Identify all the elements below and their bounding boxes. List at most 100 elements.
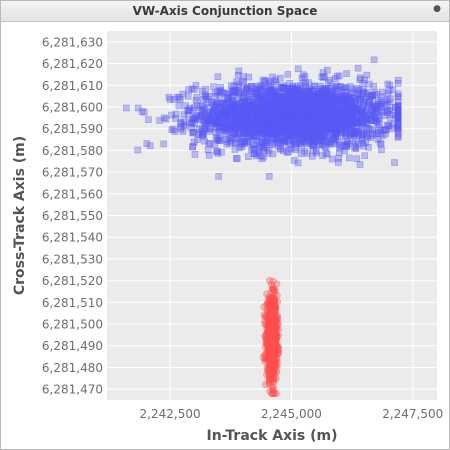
data-point [279, 124, 287, 131]
data-point [343, 138, 351, 146]
data-point [312, 101, 319, 109]
data-point [365, 144, 372, 151]
data-point [260, 153, 267, 161]
data-point [277, 74, 284, 82]
data-point [245, 90, 253, 97]
data-point [261, 110, 268, 117]
data-point [222, 136, 229, 143]
data-point [269, 73, 276, 81]
data-point [274, 136, 281, 144]
data-point [306, 89, 313, 97]
data-point [344, 105, 352, 113]
data-point [266, 338, 274, 346]
data-point [189, 128, 197, 136]
data-point [352, 143, 360, 150]
data-point [206, 140, 214, 147]
data-point [229, 122, 237, 129]
data-point [391, 159, 398, 166]
data-point [193, 101, 201, 109]
data-point [199, 127, 207, 135]
data-point [198, 106, 205, 114]
data-point [314, 94, 322, 102]
data-point [326, 119, 333, 127]
data-point [312, 147, 320, 155]
data-point [181, 122, 189, 130]
data-point [283, 91, 291, 98]
data-point [334, 94, 342, 101]
data-point [287, 117, 294, 124]
data-point [342, 117, 350, 125]
data-point [235, 67, 243, 75]
data-point [204, 146, 212, 154]
data-point [372, 103, 379, 111]
data-point [374, 108, 382, 116]
data-point [348, 85, 356, 93]
data-point [368, 117, 375, 125]
data-point [334, 83, 341, 91]
data-point [385, 123, 392, 130]
x-tick-label: 2,247,500 [382, 407, 443, 421]
data-point [123, 104, 130, 112]
data-point [269, 325, 277, 333]
data-point [190, 115, 197, 123]
data-point [335, 120, 342, 127]
data-point [340, 112, 347, 120]
data-point [235, 80, 242, 88]
window-menu-dot-icon[interactable]: ● [433, 4, 441, 14]
data-point [190, 106, 197, 114]
data-point [322, 104, 330, 112]
data-point [194, 136, 201, 143]
data-point [162, 115, 170, 123]
data-point [265, 173, 273, 180]
data-point [222, 108, 230, 115]
data-point [233, 100, 240, 108]
data-point [232, 105, 239, 112]
data-point [394, 126, 402, 133]
data-point [387, 95, 394, 102]
data-point [291, 92, 298, 99]
data-point [231, 129, 238, 137]
data-point [207, 116, 215, 123]
y-tick-label: 6,281,550 [42, 209, 103, 223]
data-point [352, 127, 359, 135]
data-point [247, 117, 255, 124]
data-point [254, 85, 261, 93]
data-point [267, 86, 275, 94]
data-point [333, 113, 341, 121]
data-point [259, 117, 266, 124]
data-point [307, 107, 315, 115]
data-point [327, 138, 335, 145]
data-point [376, 139, 384, 147]
data-point [277, 119, 285, 127]
y-tick-label: 6,281,610 [42, 79, 103, 93]
data-point [325, 93, 333, 101]
data-point [172, 110, 180, 118]
data-point [208, 98, 215, 106]
data-point [325, 112, 333, 119]
data-point [252, 126, 260, 133]
data-point [232, 119, 240, 127]
data-point [349, 119, 357, 127]
data-point [291, 123, 298, 131]
data-point [234, 135, 241, 143]
data-point [377, 141, 385, 148]
data-point [320, 114, 328, 121]
data-point [222, 109, 229, 116]
title-bar: VW-Axis Conjunction Space ● [1, 1, 449, 22]
data-point [287, 131, 295, 138]
scatter-series-red [259, 277, 283, 397]
data-point [236, 144, 244, 152]
data-point [341, 147, 348, 155]
data-point [311, 82, 319, 90]
data-point [305, 105, 313, 113]
data-point [341, 95, 348, 103]
data-point [261, 351, 269, 359]
data-point [262, 130, 270, 138]
data-point [256, 142, 264, 149]
data-point [327, 105, 334, 113]
data-point [189, 143, 196, 151]
data-point [244, 94, 251, 101]
data-point [250, 135, 257, 143]
data-point [383, 121, 391, 129]
data-point [287, 97, 295, 105]
